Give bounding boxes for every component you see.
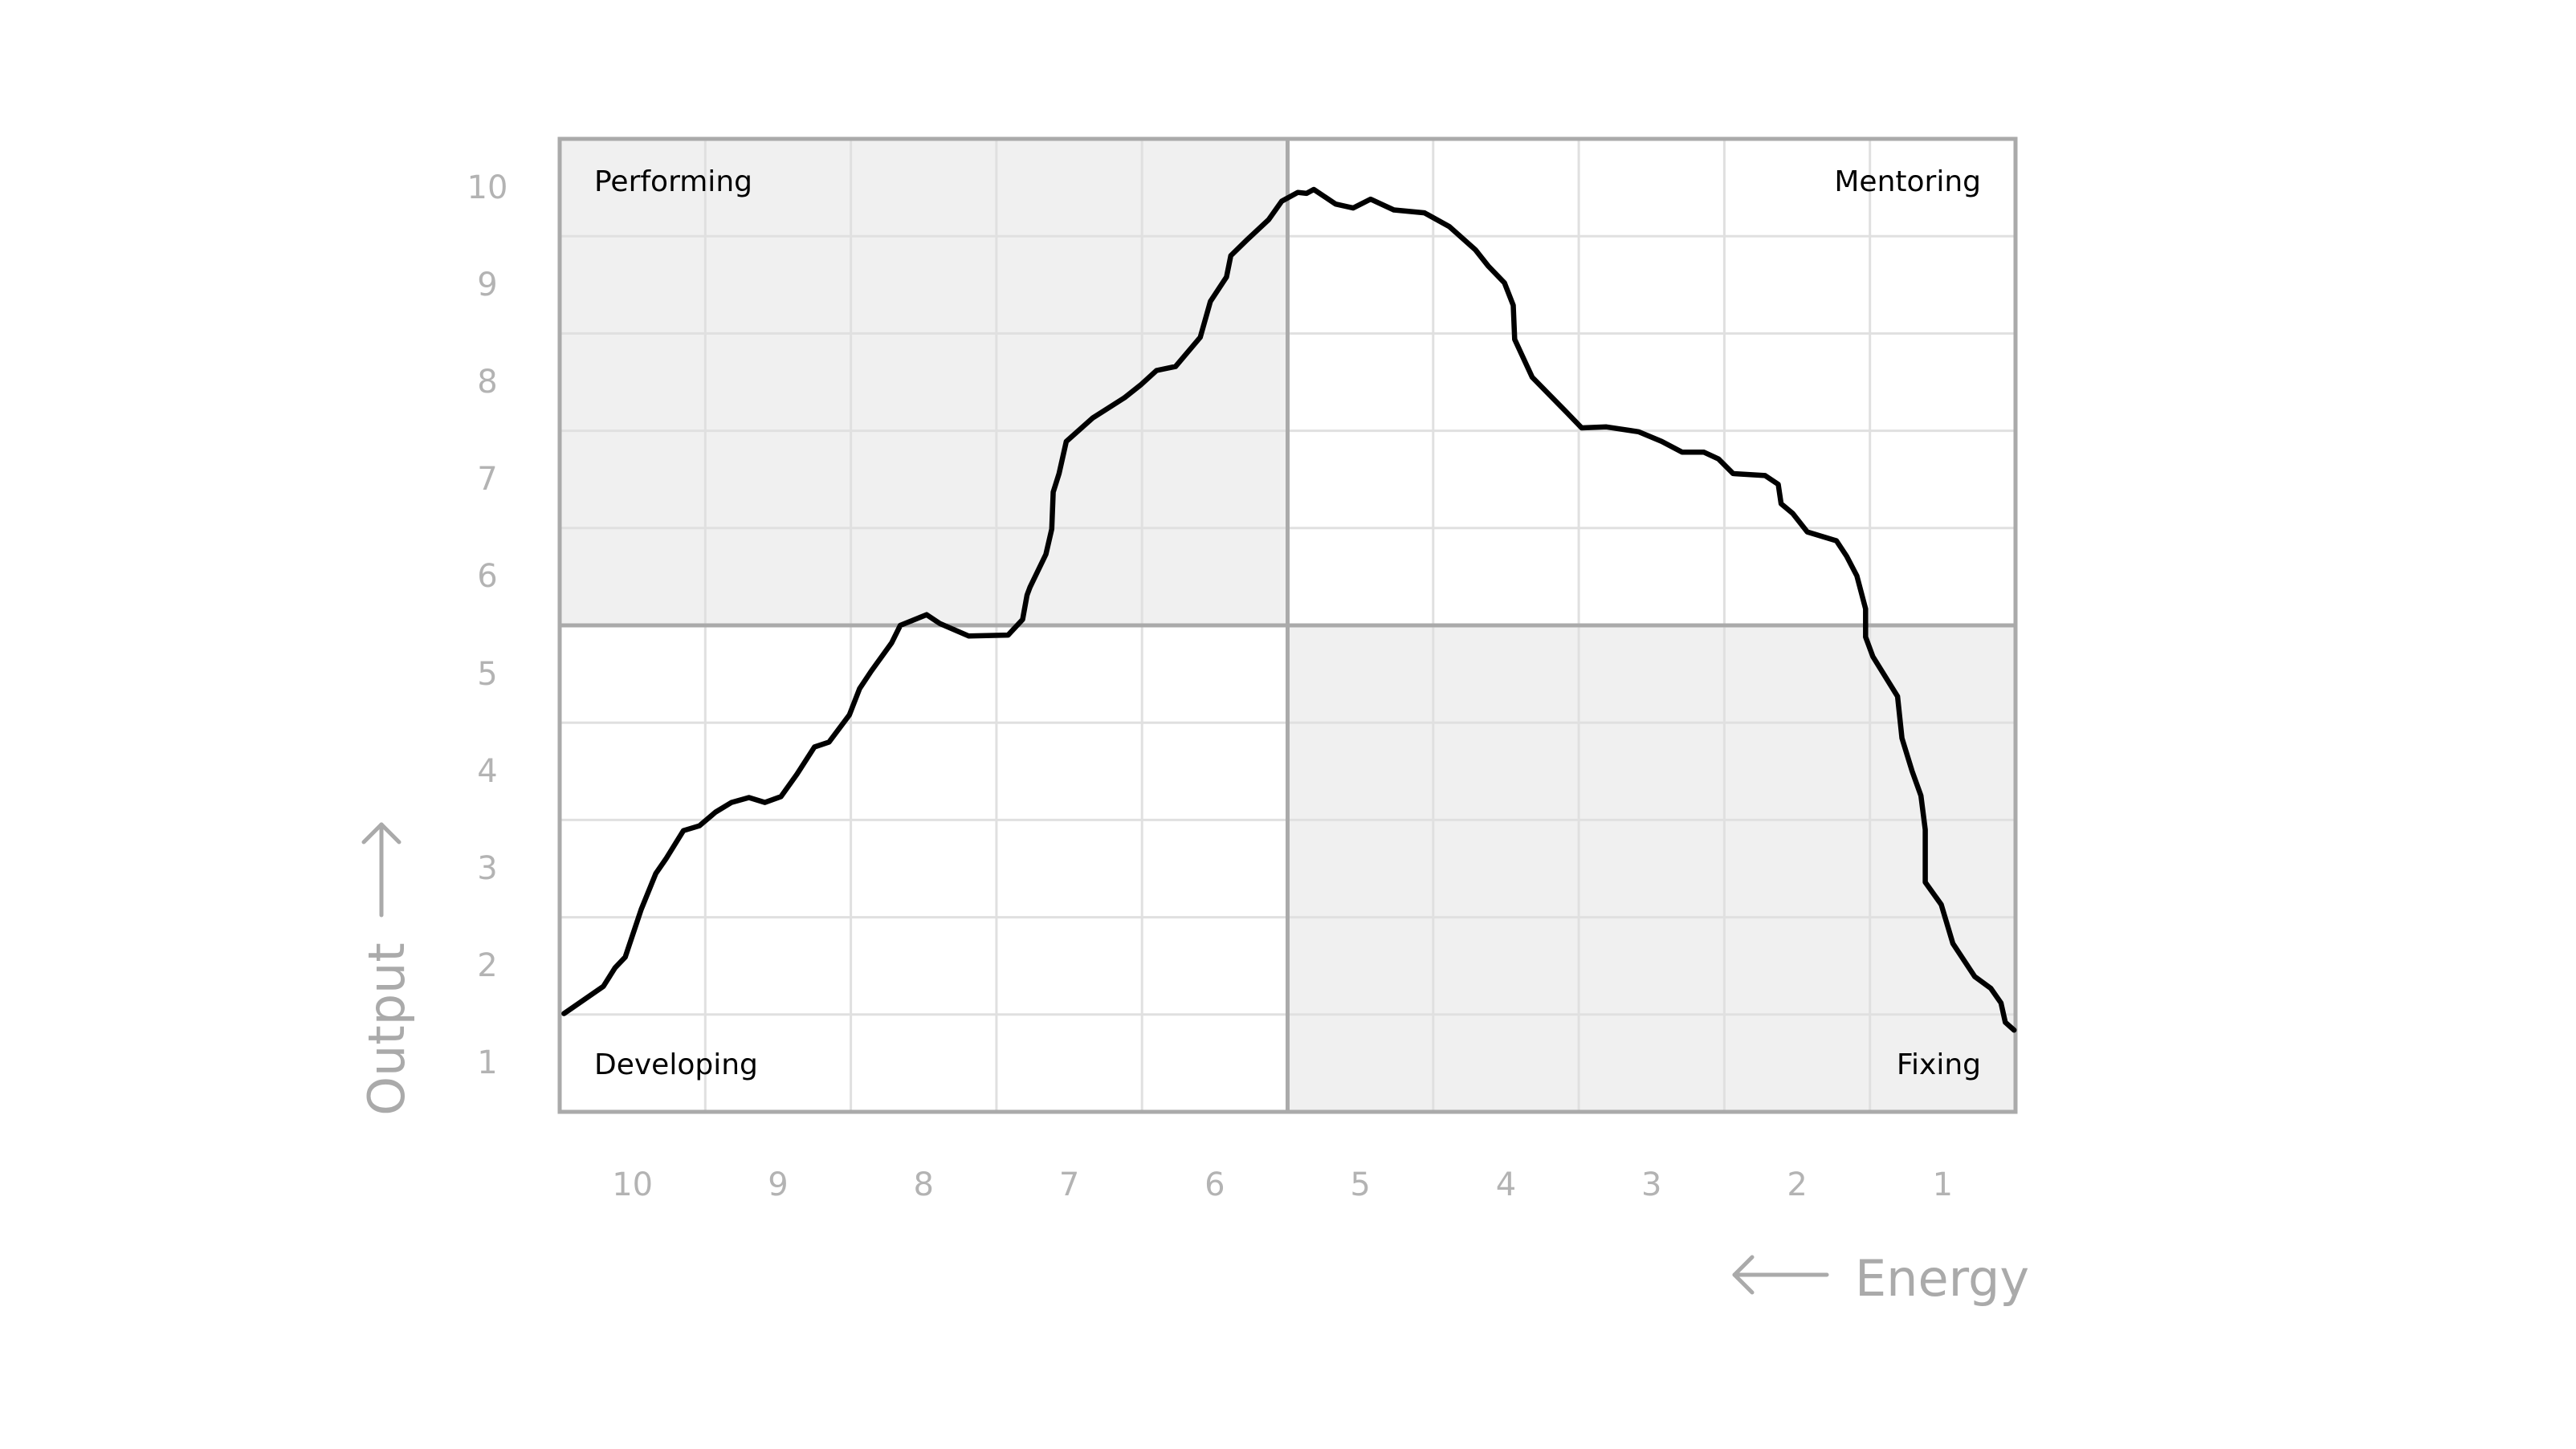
x-tick-label: 9 [768,1166,789,1203]
shaded-quadrant-fixing [1287,625,2016,1112]
x-tick-label: 2 [1787,1166,1808,1203]
x-tick-label: 3 [1641,1166,1662,1203]
quadrant-label-developing: Developing [594,1048,758,1081]
output-energy-curve [561,186,2017,1033]
x-tick-label: 8 [913,1166,934,1203]
y-tick-label: 5 [477,655,498,693]
up-arrow-icon [361,822,401,918]
y-axis-title: Output [357,942,416,1116]
x-tick-label: 10 [612,1166,654,1203]
y-tick-label: 10 [467,169,508,206]
plot-frame [557,136,2018,1114]
x-tick-label: 1 [1932,1166,1954,1203]
quadrant-label-fixing: Fixing [1896,1048,1981,1081]
shaded-quadrant-performing [560,139,1288,625]
y-tick-label: 3 [477,850,498,887]
y-tick-label: 4 [477,752,498,790]
x-tick-label: 6 [1204,1166,1225,1203]
y-tick-label: 8 [477,364,498,401]
quadrant-label-mentoring: Mentoring [1834,165,1981,198]
x-axis-title: Energy [1855,1249,2030,1308]
y-tick-label: 1 [477,1044,498,1082]
left-arrow-icon [1732,1255,1829,1295]
x-tick-label: 4 [1495,1166,1517,1203]
y-tick-label: 6 [477,558,498,596]
quadrant-shading [560,139,2016,1112]
y-tick-label: 7 [477,461,498,499]
y-axis-title-wrap: Output [357,942,416,1116]
x-tick-label: 7 [1058,1166,1080,1203]
y-tick-label: 9 [477,266,498,303]
quadrant-label-performing: Performing [594,165,752,198]
x-tick-label: 5 [1350,1166,1371,1203]
y-tick-label: 2 [477,947,498,985]
quadrant-dividers [560,139,2016,1112]
